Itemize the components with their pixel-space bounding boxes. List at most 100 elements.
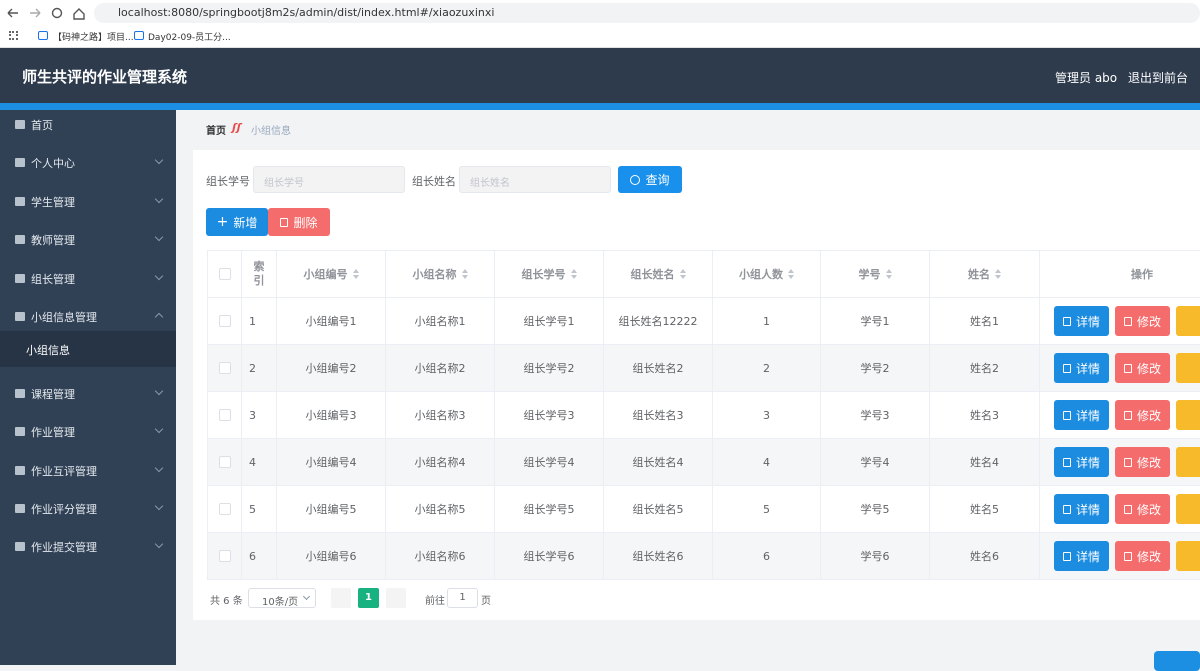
bookmark[interactable]: 【码神之路】项目...: [53, 30, 134, 43]
cell-text: 学号5: [861, 501, 890, 517]
header-cell: 组长学号: [495, 251, 604, 298]
cell-text: 学号4: [861, 454, 890, 470]
sort-icon[interactable]: [788, 269, 794, 279]
logout-link[interactable]: 退出到前台: [1128, 69, 1188, 86]
row-action-button[interactable]: 详情: [1054, 494, 1109, 524]
cell-text: 姓名4: [970, 454, 999, 470]
current-page[interactable]: 1: [358, 588, 379, 608]
header-cell: 姓名: [930, 251, 1040, 298]
row-action-button[interactable]: 修改: [1115, 400, 1170, 430]
menu-icon: [15, 504, 25, 513]
cell-text: 3: [763, 409, 770, 422]
row-action-button[interactable]: 详情: [1054, 353, 1109, 383]
row-action-button[interactable]: [1176, 400, 1200, 430]
cell-text: 小组名称3: [415, 407, 466, 423]
sort-icon[interactable]: [571, 269, 577, 279]
checkbox[interactable]: [219, 315, 231, 327]
prev-page[interactable]: [331, 588, 351, 608]
cell: 姓名1: [930, 298, 1040, 345]
column-title: 索引: [253, 260, 265, 288]
cell-text: 1: [249, 315, 256, 328]
header-stripe: [0, 103, 1200, 110]
cell: 2: [242, 345, 277, 392]
column-title: 操作: [1131, 266, 1153, 282]
menu-item[interactable]: 个人中心: [0, 144, 176, 180]
button-icon: [1124, 552, 1132, 561]
row-action-button[interactable]: [1176, 447, 1200, 477]
checkbox[interactable]: [219, 409, 231, 421]
menu-item[interactable]: 课程管理: [0, 375, 176, 411]
cell: 详情修改: [1040, 345, 1200, 392]
button-icon: [1124, 411, 1132, 420]
button-label: 详情: [1076, 454, 1100, 471]
row-action-button[interactable]: 修改: [1115, 541, 1170, 571]
search-input[interactable]: 组长学号: [253, 166, 405, 193]
cell-text: 6: [763, 550, 770, 563]
button-label: 删除: [293, 214, 317, 231]
row-action-button[interactable]: 详情: [1054, 306, 1109, 336]
sort-icon[interactable]: [995, 269, 1001, 279]
row-action-button[interactable]: [1176, 541, 1200, 571]
row-action-button[interactable]: [1176, 306, 1200, 336]
menu-item[interactable]: 学生管理: [0, 183, 176, 219]
goto-input[interactable]: 1: [447, 588, 478, 608]
row-action-button[interactable]: 详情: [1054, 400, 1109, 430]
checkbox[interactable]: [219, 362, 231, 374]
menu-caret: [155, 425, 163, 433]
cell: 小组名称5: [386, 486, 495, 533]
header-cell: 小组编号: [277, 251, 386, 298]
cell: 详情修改: [1040, 298, 1200, 345]
breadcrumb-item[interactable]: 首页: [206, 122, 226, 137]
next-page[interactable]: [386, 588, 406, 608]
menu-item[interactable]: 作业互评管理: [0, 452, 176, 488]
cell-text: 小组编号1: [306, 313, 357, 329]
cell: 组长学号3: [495, 392, 604, 439]
menu-item[interactable]: 作业评分管理: [0, 490, 176, 526]
checkbox[interactable]: [219, 550, 231, 562]
menu-icon: [15, 158, 25, 167]
sort-icon[interactable]: [886, 269, 892, 279]
menu-item[interactable]: 作业管理: [0, 413, 176, 449]
menu-label: 个人中心: [31, 155, 75, 171]
checkbox[interactable]: [219, 456, 231, 468]
row-action-button[interactable]: 修改: [1115, 447, 1170, 477]
floating-widget[interactable]: [1154, 651, 1200, 671]
button-icon: [1063, 317, 1071, 326]
menu-item[interactable]: 组长管理: [0, 260, 176, 296]
checkbox[interactable]: [219, 268, 231, 280]
delete-button[interactable]: 删除: [268, 208, 330, 236]
cell: 6: [242, 533, 277, 580]
menu-item[interactable]: 小组信息管理: [0, 298, 176, 334]
row-action-button[interactable]: 详情: [1054, 447, 1109, 477]
row-action-button[interactable]: 修改: [1115, 306, 1170, 336]
checkbox[interactable]: [219, 503, 231, 515]
menu-item[interactable]: 作业提交管理: [0, 528, 176, 564]
search-button[interactable]: 查询: [618, 166, 682, 193]
add-button[interactable]: +新增: [206, 208, 268, 236]
row-action-button[interactable]: [1176, 353, 1200, 383]
menu-icon: [15, 389, 25, 398]
cell: [208, 298, 242, 345]
sort-icon[interactable]: [462, 269, 468, 279]
menu-item[interactable]: 教师管理: [0, 221, 176, 257]
sort-icon[interactable]: [353, 269, 359, 279]
cell: 姓名3: [930, 392, 1040, 439]
bookmark[interactable]: Day02-09-员工分...: [148, 30, 231, 43]
sort-icon[interactable]: [680, 269, 686, 279]
cell: 小组编号5: [277, 486, 386, 533]
row-action-button[interactable]: [1176, 494, 1200, 524]
cell: 小组编号3: [277, 392, 386, 439]
row-action-button[interactable]: 详情: [1054, 541, 1109, 571]
search-input[interactable]: 组长姓名: [459, 166, 611, 193]
row-action-button[interactable]: 修改: [1115, 353, 1170, 383]
submenu-item[interactable]: 小组信息: [0, 331, 176, 367]
table-header: 索引小组编号小组名称组长学号组长姓名小组人数学号姓名操作: [208, 251, 1200, 298]
cell-text: 小组编号3: [306, 407, 357, 423]
header-cell: 操作: [1040, 251, 1200, 298]
bookmark-icon: [134, 31, 144, 40]
cell-text: 小组名称4: [415, 454, 466, 470]
menu-item[interactable]: 首页: [0, 106, 176, 142]
row-action-button[interactable]: 修改: [1115, 494, 1170, 524]
search-label: 组长学号: [206, 173, 250, 189]
